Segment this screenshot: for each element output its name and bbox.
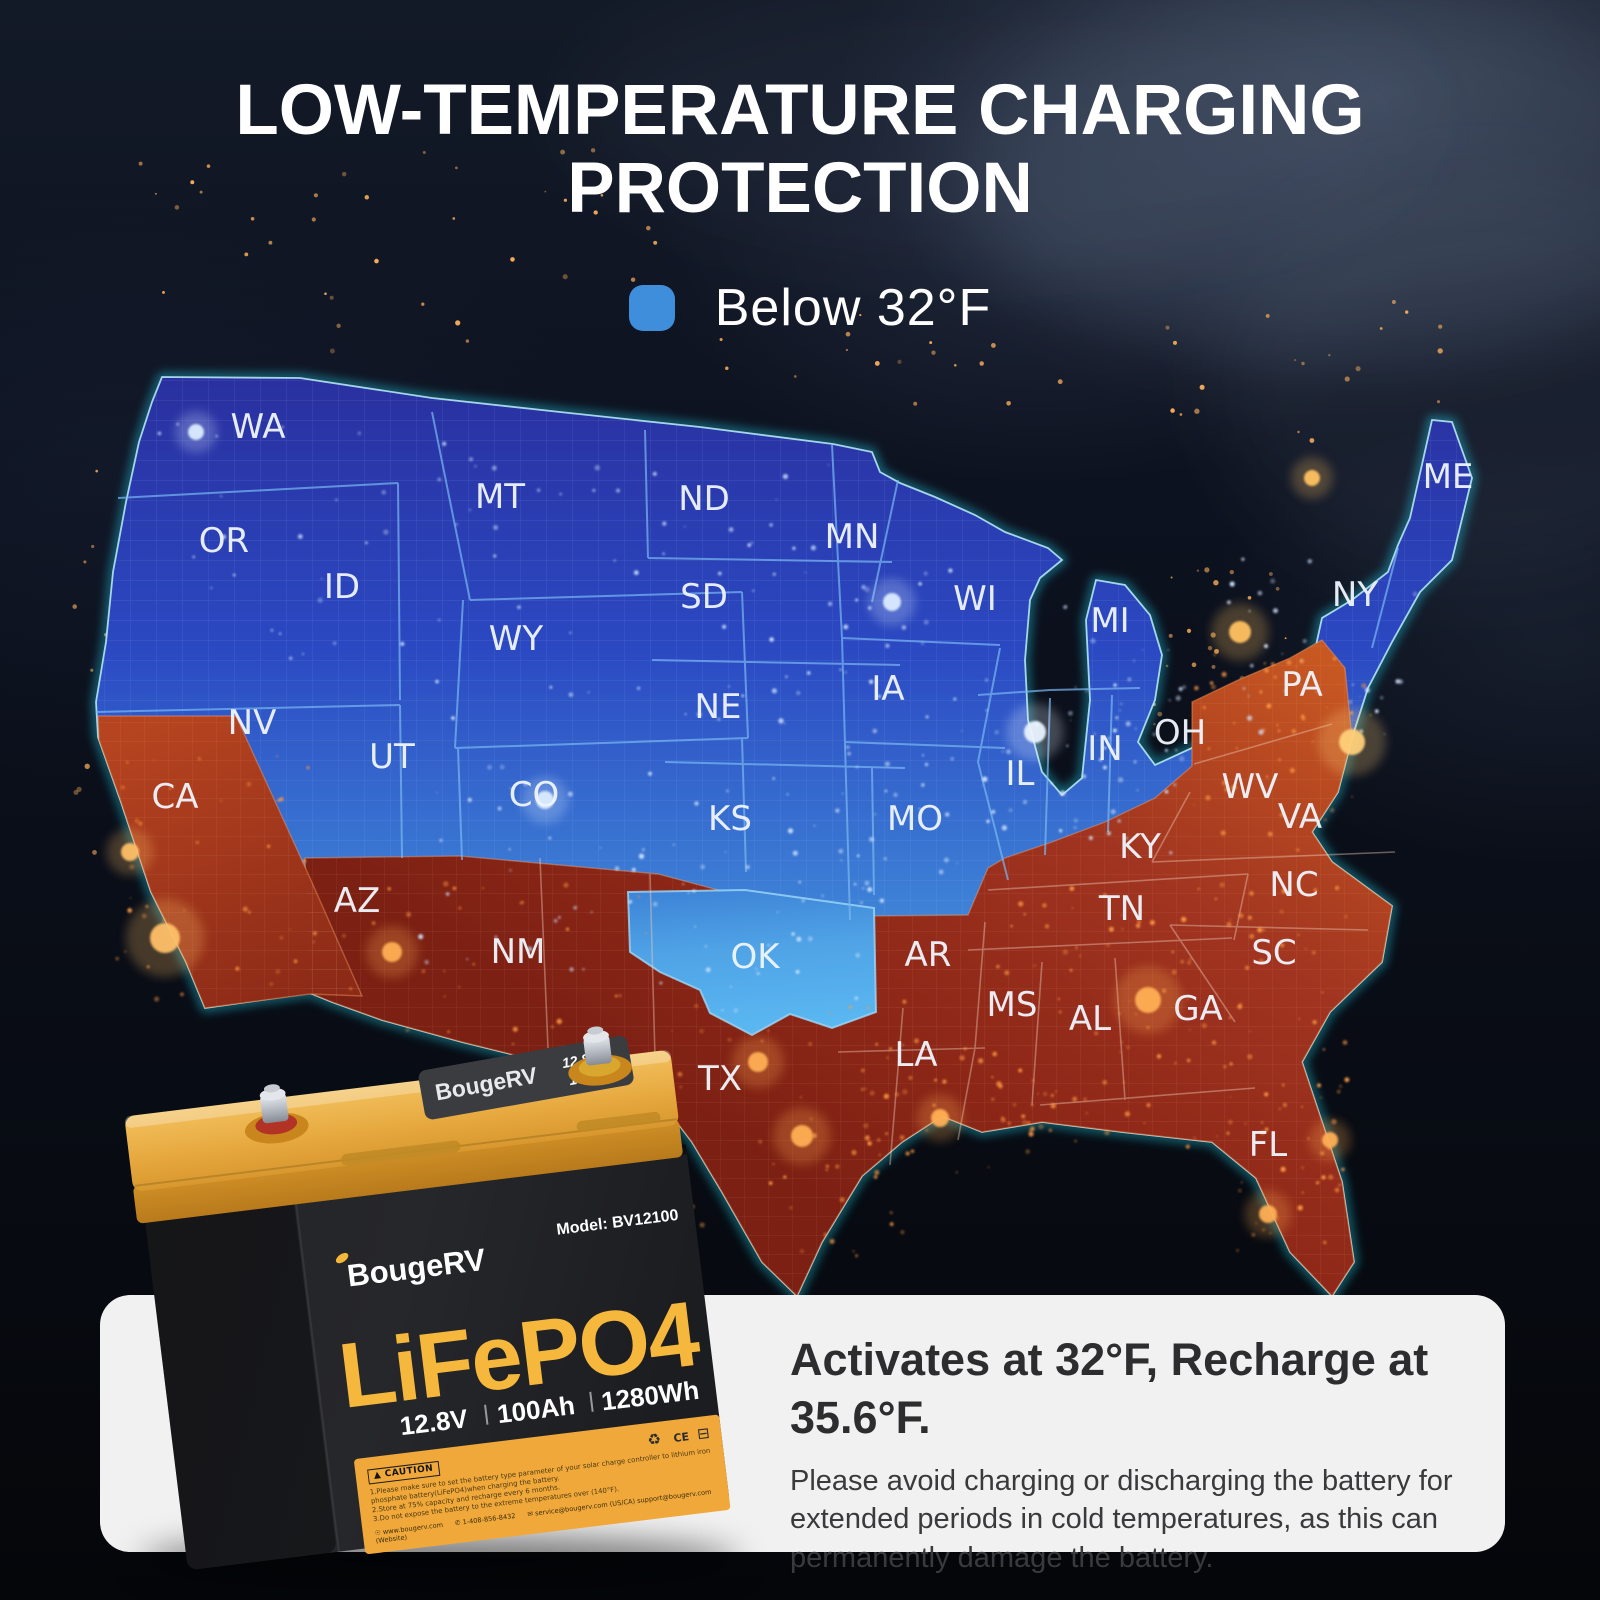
battery-phone: 1-408-856-8432 — [462, 1511, 516, 1527]
state-label-FL: FL — [1249, 1125, 1288, 1165]
legend-label: Below 32°F — [714, 279, 992, 337]
state-label-NY: NY — [1332, 575, 1378, 615]
state-label-WI: WI — [953, 579, 997, 619]
state-label-MI: MI — [1090, 601, 1129, 641]
page-title: LOW-TEMPERATURE CHARGING PROTECTION — [0, 71, 1600, 229]
caution-label — [354, 1414, 731, 1555]
state-label-UT: UT — [369, 737, 415, 777]
state-label-NM: NM — [491, 932, 546, 972]
spec-divider — [589, 1391, 594, 1412]
state-label-OR: OR — [199, 521, 249, 561]
phone-icon: ✆ — [454, 1518, 461, 1528]
state-label-ME: ME — [1423, 457, 1474, 497]
disposal-icon: ⊟ — [696, 1424, 711, 1443]
state-labels: WA OR ID MT ND SD WY NV UT CO NE KS MN IA MO WI MI IL IN OH… — [152, 407, 1474, 1165]
mail-icon: ✉ — [526, 1509, 534, 1519]
lid-handle-notch — [576, 1111, 661, 1132]
state-label-OH: OH — [1154, 713, 1206, 753]
state-label-LA: LA — [895, 1035, 938, 1075]
state-label-IA: IA — [871, 669, 904, 709]
title-block: LOW-TEMPERATURE CHARGING PROTECTION — [0, 71, 1600, 229]
state-label-AL: AL — [1069, 999, 1111, 1039]
state-label-NC: NC — [1269, 865, 1318, 905]
battery-side-face — [145, 1193, 336, 1570]
battery-lid-lip — [133, 1119, 683, 1224]
state-label-MO: MO — [887, 799, 943, 839]
title-line-1: LOW-TEMPERATURE CHARGING — [235, 71, 1365, 150]
state-borders-orange — [539, 723, 1396, 1166]
brand-leaf-icon — [335, 1252, 349, 1264]
legend: Below 32°F — [10, 278, 1600, 338]
lid-handle-notch — [341, 1140, 461, 1166]
state-label-PA: PA — [1281, 665, 1323, 705]
legend-blue-swatch — [628, 285, 675, 331]
state-label-NV: NV — [228, 703, 277, 743]
state-label-AZ: AZ — [334, 881, 381, 921]
recycle-icon: ♻ — [646, 1430, 662, 1450]
state-label-TX: TX — [697, 1059, 742, 1099]
battery-terminal-positive — [568, 1026, 632, 1086]
state-label-SC: SC — [1251, 933, 1296, 973]
certification-icons: ♻ CE ⊟ — [646, 1424, 710, 1449]
state-label-WY: WY — [489, 619, 544, 659]
state-label-AR: AR — [905, 935, 952, 975]
state-label-MS: MS — [987, 985, 1038, 1025]
state-label-TN: TN — [1098, 889, 1145, 929]
state-label-WV: WV — [1222, 767, 1279, 807]
state-label-MN: MN — [825, 517, 880, 557]
state-label-IN: IN — [1087, 729, 1122, 769]
spec-divider — [484, 1404, 489, 1425]
state-label-VA: VA — [1278, 797, 1322, 837]
ce-mark-icon: CE — [673, 1430, 690, 1445]
state-label-WA: WA — [230, 407, 285, 447]
state-label-KS: KS — [708, 799, 752, 839]
info-card-heading: Activates at 32°F, Recharge at 35.6°F. — [790, 1334, 1429, 1443]
state-label-CA: CA — [152, 777, 199, 817]
state-label-IL: IL — [1006, 754, 1035, 794]
state-label-KY: KY — [1119, 827, 1161, 867]
state-label-CO: CO — [509, 775, 560, 815]
state-borders-blue — [95, 411, 1399, 921]
warning-icon: ▲ — [373, 1469, 382, 1481]
info-card-body: Please avoid charging or discharging the… — [790, 1465, 1453, 1574]
background-clouds — [580, 0, 1600, 580]
caution-title: CAUTION — [384, 1463, 434, 1480]
battery-website: www.bougerv.com — [382, 1520, 444, 1537]
state-label-NE: NE — [695, 687, 742, 727]
state-label-SD: SD — [680, 577, 728, 617]
state-label-ND: ND — [678, 479, 730, 519]
battery-terminal-negative — [244, 1084, 309, 1144]
title-line-2: PROTECTION — [567, 149, 1033, 229]
map-region: WA OR ID MT ND SD WY NV UT CO NE KS MN IA MO WI MI IL IN OH… — [96, 377, 1473, 1296]
state-label-ID: ID — [324, 567, 360, 607]
major-city-glows — [106, 411, 1386, 1238]
state-label-MT: MT — [475, 477, 525, 517]
map-city-lights — [115, 422, 1418, 1258]
state-label-OK: OK — [730, 937, 781, 977]
state-label-GA: GA — [1173, 989, 1223, 1029]
